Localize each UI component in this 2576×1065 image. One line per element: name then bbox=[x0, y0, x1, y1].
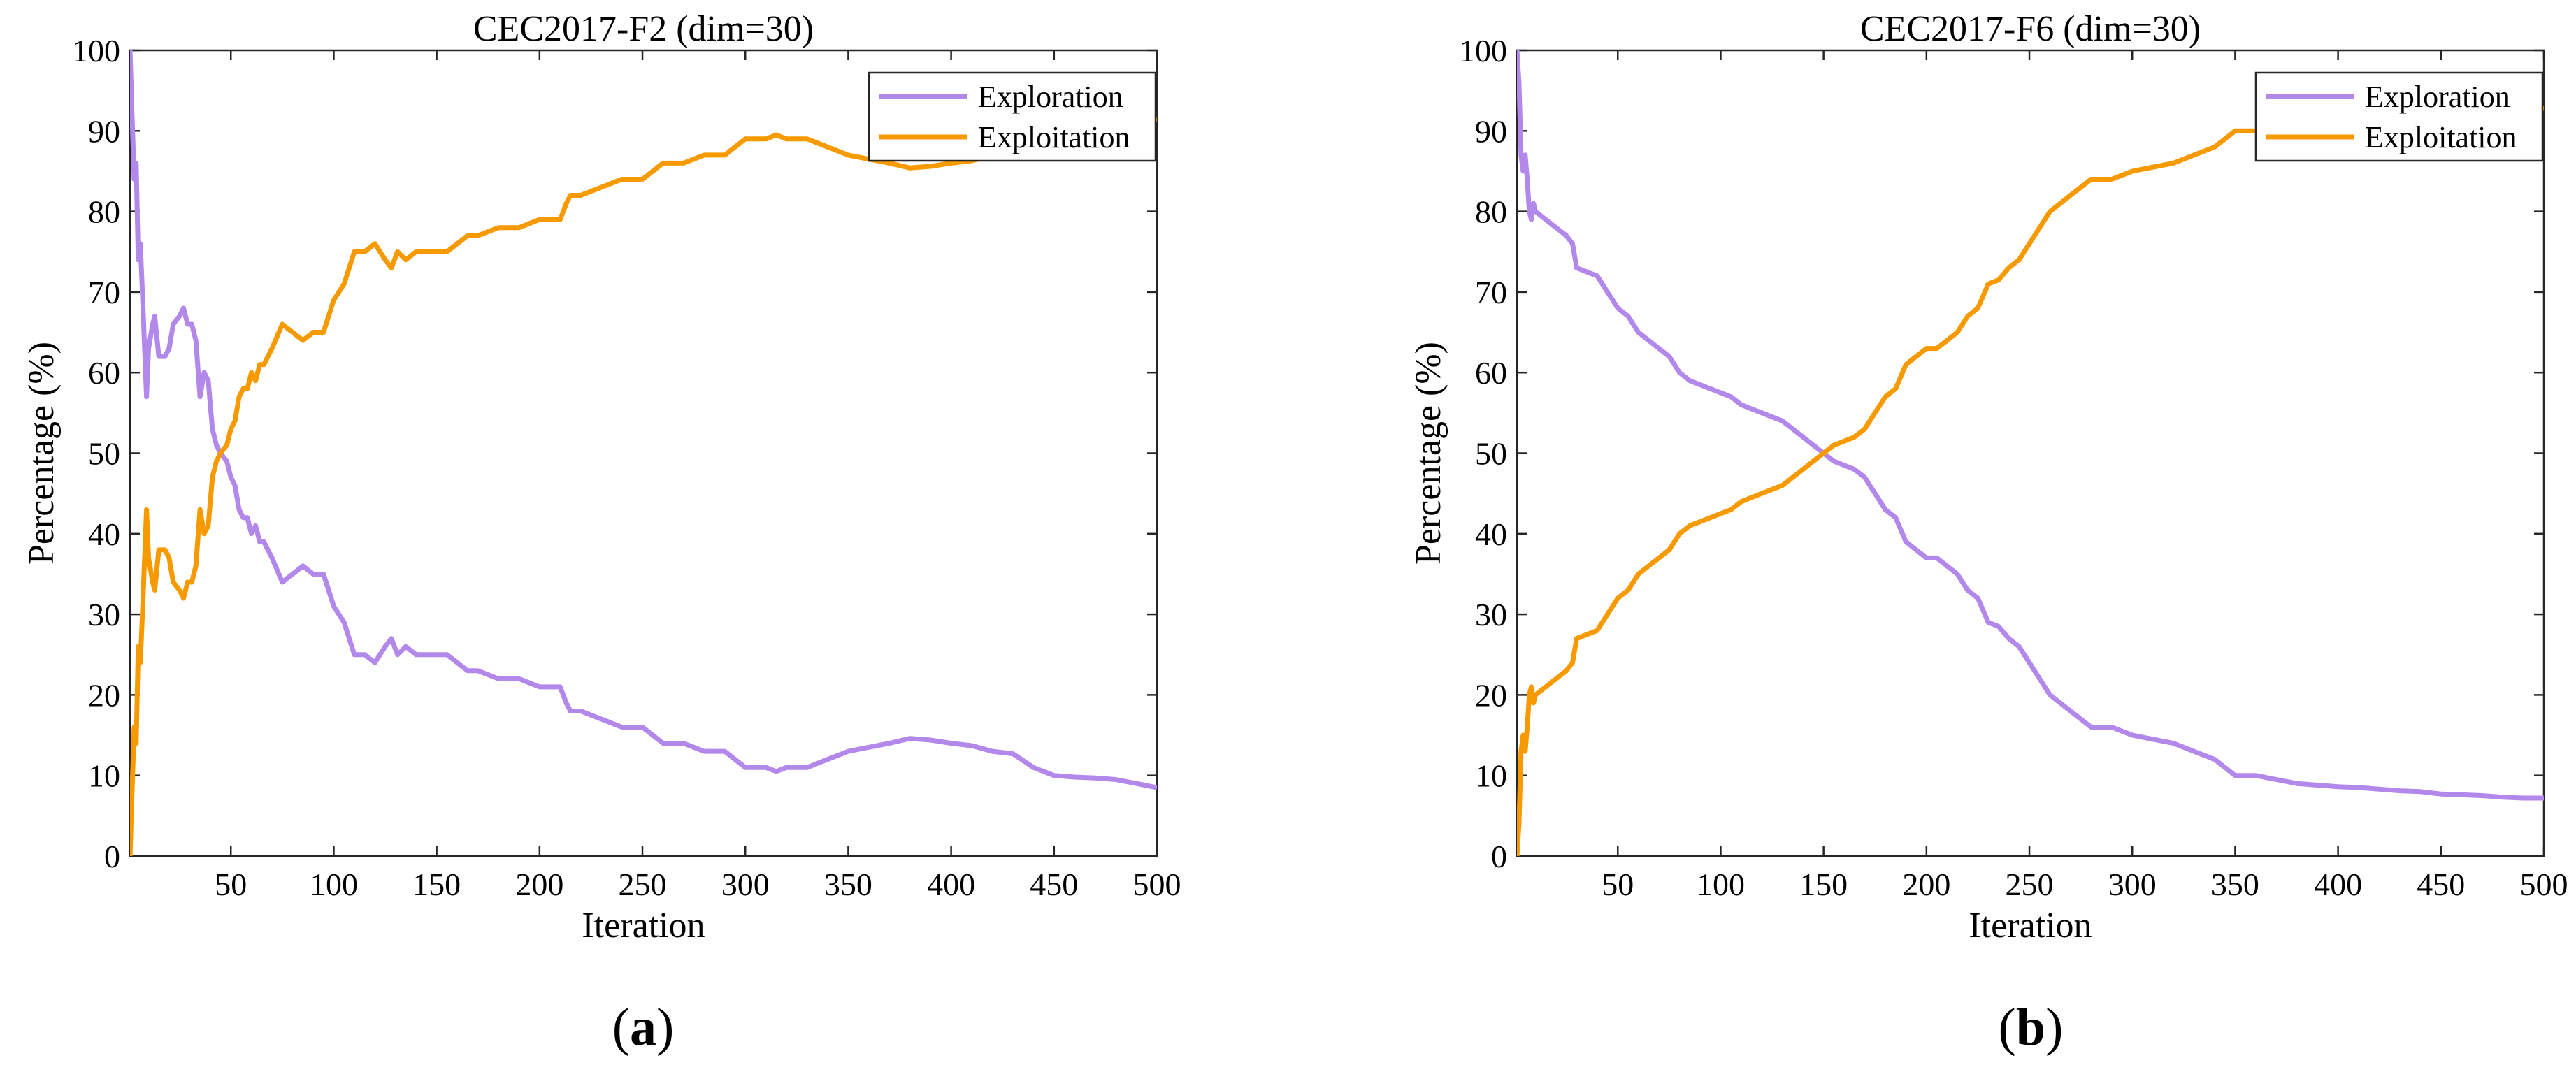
y-tick-label: 60 bbox=[1475, 355, 1507, 391]
chart-panel-2: CEC2017-F6 (dim=30) 0 10 20 30 40 50 60 70 80 90 10… bbox=[1409, 9, 2568, 1057]
y-tick-label: 90 bbox=[1475, 113, 1507, 149]
x-tick-label: 250 bbox=[2006, 867, 2054, 902]
x-tick-label: 450 bbox=[1030, 867, 1078, 902]
x-tick-label: 400 bbox=[927, 867, 975, 902]
x-tick-label: 500 bbox=[1133, 867, 1181, 902]
y-tick-label: 10 bbox=[88, 758, 120, 794]
y-axis-label: Percentage (%) bbox=[1409, 342, 1448, 565]
y-tick-label: 100 bbox=[1459, 33, 1507, 68]
plot-area bbox=[129, 49, 1158, 857]
y-tick-label: 40 bbox=[88, 516, 120, 552]
y-tick-label: 40 bbox=[1475, 516, 1507, 552]
legend-label-exploration: Exploration bbox=[2365, 80, 2510, 114]
x-tick-label: 350 bbox=[2211, 867, 2259, 902]
x-tick-label: 150 bbox=[1799, 867, 1848, 902]
x-tick-label: 500 bbox=[2520, 867, 2568, 902]
panel-label: (b) bbox=[1999, 998, 2064, 1057]
x-tick-label: 50 bbox=[215, 867, 247, 902]
x-tick-label: 400 bbox=[2314, 867, 2362, 902]
legend-label-exploration: Exploration bbox=[978, 80, 1123, 114]
y-tick-label: 0 bbox=[104, 839, 120, 874]
y-tick-label: 20 bbox=[88, 677, 120, 713]
y-tick-label: 70 bbox=[1475, 275, 1507, 310]
y-tick-label: 80 bbox=[88, 194, 120, 230]
y-tick-label: 50 bbox=[1475, 436, 1507, 472]
y-tick-label: 90 bbox=[88, 113, 120, 149]
y-tick-label: 10 bbox=[1475, 758, 1507, 794]
x-tick-label: 450 bbox=[2417, 867, 2465, 902]
series-line-exploitation bbox=[130, 116, 1157, 856]
panel-label: (a) bbox=[612, 998, 675, 1057]
y-tick-label: 70 bbox=[88, 275, 120, 310]
y-tick-label: 30 bbox=[1475, 597, 1507, 632]
x-axis-label: Iteration bbox=[582, 906, 705, 946]
chart-panel-1: CEC2017-F2 (dim=30) 0 10 20 30 40 50 60 70 80 90 10… bbox=[22, 9, 1181, 1057]
x-tick-label: 300 bbox=[721, 867, 770, 902]
legend-box bbox=[2254, 71, 2544, 162]
x-axis-label: Iteration bbox=[1969, 906, 2092, 946]
y-tick-label: 50 bbox=[88, 436, 120, 472]
x-tick-label: 50 bbox=[1602, 867, 1634, 902]
y-tick-label: 60 bbox=[88, 355, 120, 391]
x-tick-label: 100 bbox=[310, 867, 358, 902]
series-line-exploration bbox=[130, 50, 1157, 790]
legend-box bbox=[868, 71, 1157, 162]
x-tick-label: 200 bbox=[1902, 867, 1950, 902]
legend-label-exploitation: Exploitation bbox=[2365, 120, 2517, 154]
y-tick-label: 100 bbox=[72, 33, 120, 68]
series-line-exploration bbox=[1517, 50, 2544, 801]
y-tick-label: 30 bbox=[88, 597, 120, 632]
x-tick-label: 100 bbox=[1697, 867, 1745, 902]
chart-title: CEC2017-F6 (dim=30) bbox=[1860, 9, 2201, 49]
y-axis-label: Percentage (%) bbox=[22, 342, 62, 565]
y-tick-label: 80 bbox=[1475, 194, 1507, 230]
x-tick-label: 250 bbox=[619, 867, 667, 902]
y-tick-label: 0 bbox=[1491, 839, 1507, 874]
x-tick-label: 350 bbox=[824, 867, 872, 902]
chart-title: CEC2017-F2 (dim=30) bbox=[473, 9, 814, 49]
x-tick-label: 200 bbox=[515, 867, 563, 902]
series-line-exploitation bbox=[1517, 106, 2544, 856]
plot-area bbox=[1516, 49, 2545, 857]
legend: Exploration Exploitation bbox=[2254, 71, 2544, 162]
legend-label-exploitation: Exploitation bbox=[978, 120, 1130, 154]
legend: Exploration Exploitation bbox=[868, 71, 1157, 162]
y-tick-label: 20 bbox=[1475, 677, 1507, 713]
x-tick-label: 150 bbox=[412, 867, 461, 902]
x-tick-label: 300 bbox=[2108, 867, 2157, 902]
